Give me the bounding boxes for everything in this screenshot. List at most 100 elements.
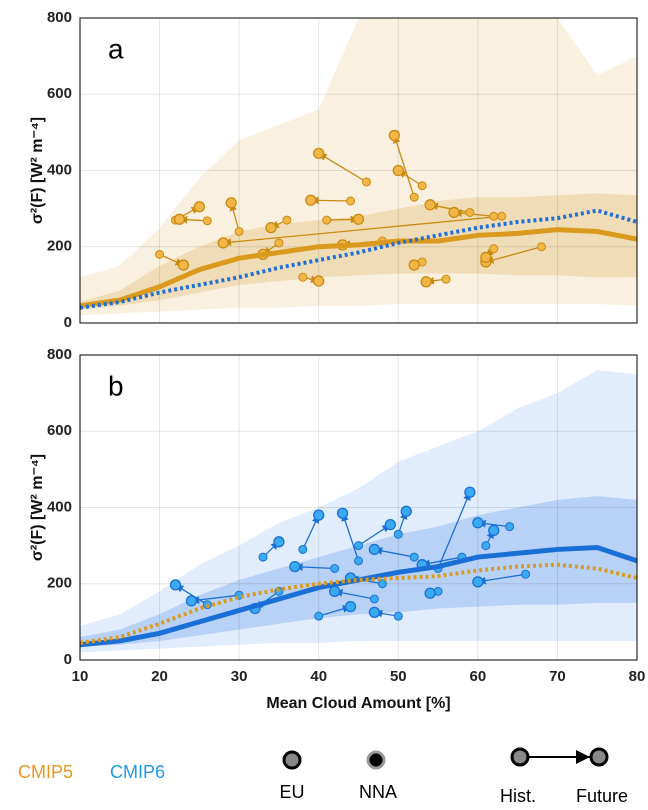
hist-point — [521, 569, 531, 579]
future-point — [177, 259, 190, 271]
hist-point — [481, 541, 491, 551]
y-tick-label: 800 — [47, 9, 72, 26]
future-icon — [589, 747, 609, 767]
hist-point — [441, 274, 451, 284]
future-point — [193, 201, 206, 213]
y-tick-label: 0 — [64, 651, 72, 668]
future-point — [185, 595, 198, 607]
change-arrow — [477, 573, 526, 585]
change-arrow — [358, 524, 391, 547]
eu-icon — [282, 750, 302, 770]
hist-point — [314, 611, 324, 621]
spread-band — [80, 370, 637, 653]
change-arrow — [302, 514, 320, 550]
hist-point — [282, 215, 292, 225]
hist-point — [361, 177, 371, 187]
hist-point — [489, 244, 499, 254]
median-line — [79, 208, 638, 310]
future-point — [344, 600, 357, 613]
y-tick-label: 400 — [47, 161, 72, 178]
plot-frame — [79, 17, 638, 324]
change-arrow — [223, 215, 502, 247]
panel-label: b — [108, 370, 124, 401]
future-point — [368, 543, 381, 556]
legend: CMIP5 CMIP6 EU NNA Hist. Future — [18, 747, 628, 806]
hist-point — [298, 272, 308, 282]
x-tick-label: 50 — [390, 668, 407, 685]
change-arrow — [175, 584, 208, 606]
future-point — [273, 536, 285, 548]
future-point — [408, 259, 420, 271]
future-point — [420, 276, 432, 288]
change-arrow — [485, 246, 542, 264]
future-point — [488, 524, 500, 537]
y-tick-label: 200 — [47, 575, 72, 592]
y-tick-label: 600 — [47, 422, 72, 439]
hist-point — [346, 196, 356, 206]
x-axis-label: Mean Cloud Amount [%] — [266, 695, 450, 712]
change-arrow — [422, 556, 463, 568]
y-tick-label: 400 — [47, 498, 72, 515]
hist-point — [465, 207, 475, 217]
y-tick-label: 0 — [64, 314, 72, 331]
legend-future: Future — [576, 786, 628, 806]
hist-point — [258, 552, 268, 562]
y-tick-label: 800 — [47, 346, 72, 363]
hist-point — [369, 594, 379, 604]
future-point — [424, 587, 436, 599]
future-point — [400, 505, 412, 517]
y-tick-label: 600 — [47, 85, 72, 102]
hist-point — [354, 541, 363, 551]
future-point — [448, 206, 460, 219]
legend-nna: NNA — [359, 782, 397, 802]
future-point — [424, 199, 436, 211]
future-point — [313, 509, 325, 521]
future-point — [313, 147, 325, 159]
y-axis-label: σ²(F) [W² m⁻⁴] — [29, 117, 46, 224]
change-arrow — [392, 135, 415, 198]
future-point — [313, 275, 325, 287]
future-point — [480, 251, 492, 264]
change-arrow — [437, 491, 471, 569]
nna-icon — [366, 750, 386, 770]
future-point — [384, 519, 396, 531]
x-tick-label: 30 — [231, 668, 248, 685]
x-tick-label: 20 — [151, 668, 168, 685]
y-axis-label: σ²(F) [W² m⁻⁴] — [29, 454, 46, 561]
hist-point — [393, 611, 403, 621]
legend-cmip6: CMIP6 — [110, 762, 165, 782]
x-tick-label: 10 — [72, 668, 89, 685]
future-point — [472, 576, 484, 588]
future-point — [173, 213, 186, 225]
hist-icon — [510, 747, 530, 767]
change-arrow — [310, 196, 351, 205]
legend-eu: EU — [279, 782, 304, 802]
median-line — [79, 562, 638, 645]
future-point — [472, 517, 484, 529]
future-point — [217, 237, 229, 249]
panel-label: a — [108, 33, 124, 64]
change-arrow — [374, 547, 415, 558]
panel: 0 200 400 600 800 10 20 30 40 50 60 70 80 Mean Cloud … — [29, 346, 645, 712]
x-tick-label: 80 — [629, 668, 646, 685]
panel: 0 200 400 600 800 σ²(F) [W² m⁻⁴] a — [29, 9, 638, 331]
change-arrow — [341, 513, 360, 562]
hist-point — [274, 238, 284, 248]
plots: 0 200 400 600 800 σ²(F) [W² m⁻⁴] a 0 200 400 600 80… — [29, 9, 645, 712]
future-point — [305, 194, 317, 206]
legend-cmip5: CMIP5 — [18, 762, 73, 782]
median-line — [79, 545, 638, 648]
hist-point — [393, 529, 403, 539]
median-line — [79, 227, 638, 309]
hist-point — [330, 564, 340, 573]
future-point — [225, 197, 237, 209]
x-tick-label: 40 — [310, 668, 327, 685]
plot-frame — [79, 354, 638, 661]
hist-point — [322, 215, 332, 225]
hist-point — [202, 216, 212, 226]
hist-point — [234, 227, 244, 236]
future-point — [265, 222, 277, 234]
hist-point — [409, 552, 419, 562]
hist-point — [505, 522, 515, 532]
